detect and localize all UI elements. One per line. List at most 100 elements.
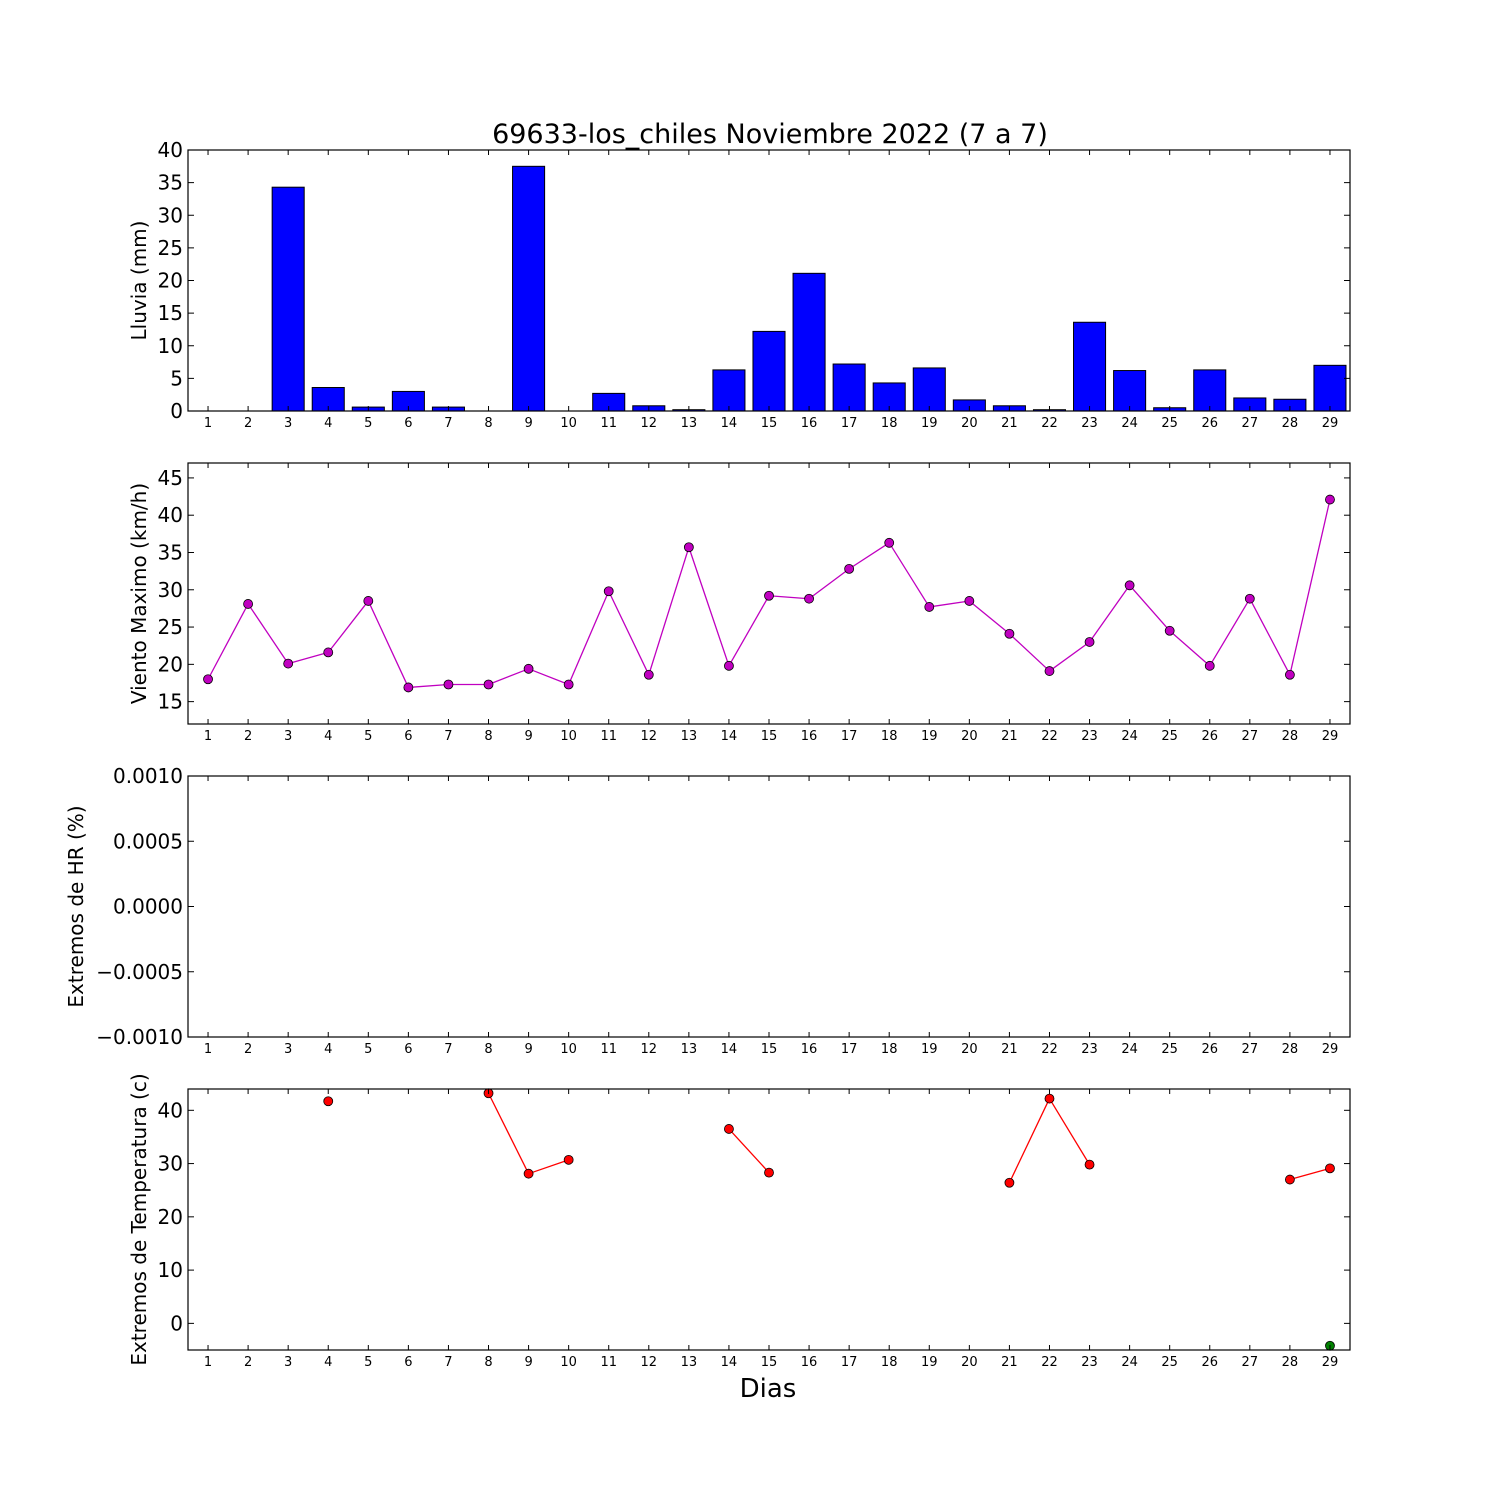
- y-axis-label: Lluvia (mm): [127, 221, 151, 341]
- x-tick-label: 14: [721, 416, 738, 431]
- axes-frame: [187, 775, 1351, 1038]
- x-tick-label: 4: [324, 1042, 332, 1057]
- series-1-segment: [488, 668, 529, 686]
- series-1-segment: [487, 1092, 530, 1174]
- x-tick-label: 17: [841, 729, 858, 744]
- x-tick-label: 10: [560, 1042, 577, 1057]
- y-tick-label: 35: [158, 171, 183, 195]
- x-tick-label: 22: [1041, 1355, 1058, 1370]
- y-axis-label: Extremos de Temperatura (c): [127, 1073, 151, 1365]
- series-1-segment: [688, 547, 730, 667]
- y-tick-label: 35: [158, 540, 183, 564]
- bar-day-14: [712, 369, 746, 412]
- x-tick-label: 29: [1322, 1355, 1339, 1370]
- x-tick-label: 6: [404, 416, 412, 431]
- x-tick-label: 29: [1322, 1042, 1339, 1057]
- point-day-23: [1084, 1159, 1095, 1170]
- x-tick-label: 3: [284, 1042, 292, 1057]
- x-tick-label: 13: [681, 1355, 698, 1370]
- x-tick-label: 8: [484, 1042, 492, 1057]
- series-1-segment: [1129, 584, 1171, 632]
- point-day-28: [1284, 669, 1295, 680]
- x-tick-label: 16: [801, 1355, 818, 1370]
- point-day-15: [764, 590, 774, 601]
- x-tick-label: 3: [284, 1355, 292, 1370]
- series-1-segment: [1209, 598, 1251, 667]
- x-tick-label: 25: [1161, 1042, 1178, 1057]
- x-tick-label: 21: [1001, 416, 1018, 431]
- x-tick-label: 27: [1242, 416, 1259, 431]
- x-tick-label: 18: [881, 1355, 898, 1370]
- x-tick-label: 1: [204, 416, 212, 431]
- bar-day-23: [1073, 321, 1107, 412]
- x-tick-label: 3: [284, 416, 292, 431]
- x-tick-label: 23: [1081, 729, 1098, 744]
- x-tick-label: 25: [1161, 1355, 1178, 1370]
- x-tick-label: 12: [641, 729, 658, 744]
- x-tick-label: 4: [324, 1355, 332, 1370]
- x-tick-label: 16: [801, 416, 818, 431]
- point-day-29: [1325, 494, 1335, 505]
- point-day-16: [804, 593, 814, 604]
- y-tick-label: 20: [158, 269, 183, 293]
- x-tick-label: 11: [600, 729, 617, 744]
- x-axis-label: Dias: [740, 1374, 797, 1404]
- x-tick-label: 14: [721, 729, 738, 744]
- series-1-segment: [1289, 1167, 1331, 1181]
- y-tick-label: 10: [158, 334, 183, 358]
- point-day-10: [563, 1154, 574, 1165]
- x-tick-label: 18: [881, 416, 898, 431]
- series-1-segment: [728, 1128, 770, 1174]
- series-1-segment: [1089, 584, 1131, 643]
- x-tick-label: 17: [841, 1355, 858, 1370]
- point-day-3: [283, 658, 294, 669]
- y-tick-label: 0.0010: [113, 764, 183, 788]
- x-tick-label: 9: [524, 1042, 532, 1057]
- x-tick-label: 18: [881, 1042, 898, 1057]
- x-tick-label: 8: [484, 1355, 492, 1370]
- series-1-segment: [608, 590, 650, 676]
- series-1-segment: [1008, 633, 1050, 672]
- x-tick-label: 1: [204, 729, 212, 744]
- x-tick-label: 1: [204, 1042, 212, 1057]
- x-tick-label: 3: [284, 729, 292, 744]
- point-day-28: [1284, 1174, 1295, 1185]
- series-1-segment: [929, 600, 970, 608]
- y-axis-label: Extremos de HR (%): [64, 805, 88, 1007]
- y-tick-label: 20: [158, 1205, 183, 1229]
- axes-frame: [187, 1088, 1351, 1351]
- x-tick-label: 26: [1201, 729, 1218, 744]
- x-tick-label: 23: [1081, 1355, 1098, 1370]
- x-tick-label: 6: [404, 729, 412, 744]
- series-1-segment: [728, 595, 770, 667]
- point-day-24: [1124, 580, 1135, 591]
- point-day-9: [523, 663, 534, 674]
- point-day-4: [323, 647, 334, 658]
- y-tick-label: 0.0000: [113, 895, 183, 919]
- x-tick-label: 14: [721, 1355, 738, 1370]
- y-tick-label: 15: [158, 690, 183, 714]
- x-tick-label: 18: [881, 729, 898, 744]
- series-1-segment: [1169, 630, 1211, 667]
- y-tick-label: 40: [158, 503, 183, 527]
- x-tick-label: 15: [761, 1042, 778, 1057]
- bar-day-17: [832, 363, 866, 412]
- series-1-segment: [968, 600, 1010, 635]
- x-tick-label: 5: [364, 416, 372, 431]
- x-tick-label: 29: [1322, 416, 1339, 431]
- x-tick-label: 28: [1282, 416, 1299, 431]
- y-tick-label: 40: [158, 138, 183, 162]
- x-tick-label: 12: [641, 416, 658, 431]
- point-day-1: [203, 674, 213, 685]
- x-tick-label: 25: [1161, 416, 1178, 431]
- point-day-22: [1044, 1093, 1055, 1104]
- x-tick-label: 28: [1282, 1042, 1299, 1057]
- point-day-21: [1004, 628, 1015, 639]
- point-day-29: [1325, 1163, 1335, 1174]
- x-tick-label: 20: [961, 1042, 978, 1057]
- point-day-14: [724, 660, 734, 671]
- x-tick-label: 11: [600, 416, 617, 431]
- point-day-25: [1164, 625, 1175, 636]
- x-tick-label: 20: [961, 416, 978, 431]
